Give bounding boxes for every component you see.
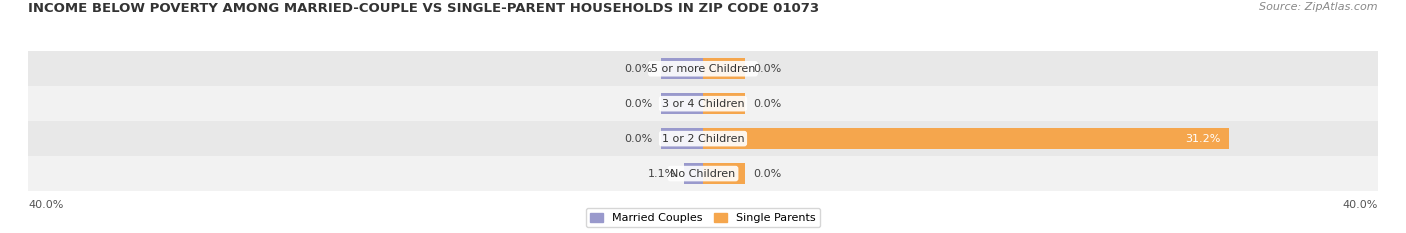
Text: 1 or 2 Children: 1 or 2 Children <box>662 134 744 144</box>
Bar <box>703 128 1229 149</box>
Text: Source: ZipAtlas.com: Source: ZipAtlas.com <box>1260 2 1378 12</box>
Text: 3 or 4 Children: 3 or 4 Children <box>662 99 744 109</box>
Text: 0.0%: 0.0% <box>754 99 782 109</box>
Bar <box>28 86 1378 121</box>
Text: 40.0%: 40.0% <box>1343 200 1378 210</box>
Text: 1.1%: 1.1% <box>648 169 676 178</box>
Text: 0.0%: 0.0% <box>754 64 782 74</box>
Bar <box>703 93 745 114</box>
Bar <box>661 93 703 114</box>
Bar <box>703 163 745 184</box>
Text: 5 or more Children: 5 or more Children <box>651 64 755 74</box>
Text: 0.0%: 0.0% <box>624 64 652 74</box>
Bar <box>703 58 745 79</box>
Bar <box>685 163 703 184</box>
Text: 0.0%: 0.0% <box>624 134 652 144</box>
Bar <box>661 128 703 149</box>
Legend: Married Couples, Single Parents: Married Couples, Single Parents <box>586 208 820 227</box>
Text: 0.0%: 0.0% <box>624 99 652 109</box>
Text: No Children: No Children <box>671 169 735 178</box>
Text: INCOME BELOW POVERTY AMONG MARRIED-COUPLE VS SINGLE-PARENT HOUSEHOLDS IN ZIP COD: INCOME BELOW POVERTY AMONG MARRIED-COUPL… <box>28 2 820 15</box>
Text: 0.0%: 0.0% <box>754 169 782 178</box>
Bar <box>28 51 1378 86</box>
Text: 40.0%: 40.0% <box>28 200 63 210</box>
Bar <box>28 121 1378 156</box>
Bar <box>28 156 1378 191</box>
Bar <box>661 58 703 79</box>
Text: 31.2%: 31.2% <box>1185 134 1220 144</box>
